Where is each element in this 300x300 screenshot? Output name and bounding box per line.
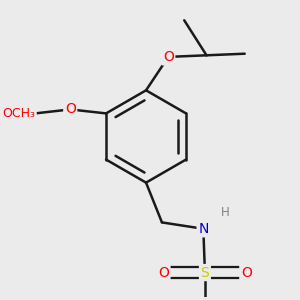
Text: S: S [200,266,209,280]
Text: O: O [65,102,76,116]
Text: H: H [221,206,230,219]
Text: O: O [163,50,174,64]
Text: O: O [241,266,252,280]
Text: OCH₃: OCH₃ [2,107,35,120]
Text: N: N [198,222,208,236]
Text: O: O [158,266,169,280]
